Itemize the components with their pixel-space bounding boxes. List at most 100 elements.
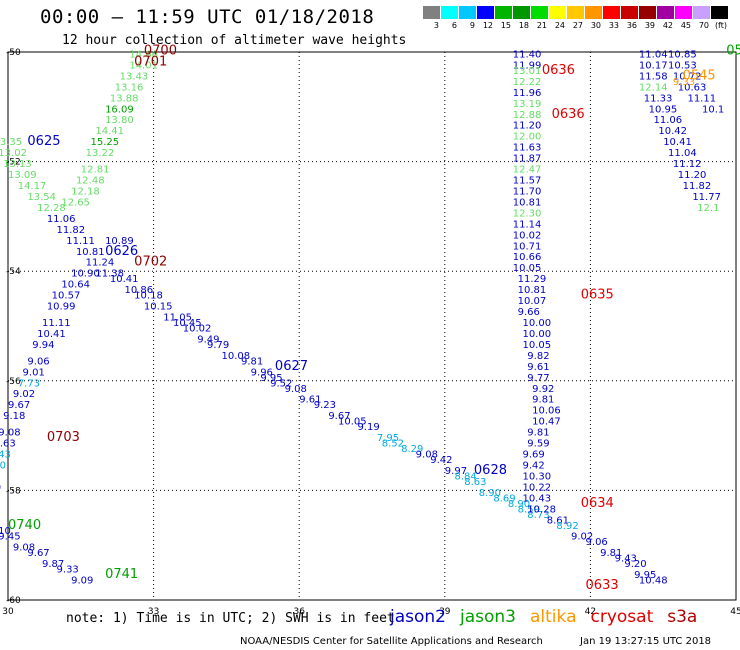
colorbar-label: 45 — [680, 21, 691, 30]
data-point-label: 9.67 — [328, 411, 350, 422]
colorbar-label: 36 — [626, 21, 637, 30]
colorbar-label: 15 — [500, 21, 511, 30]
colorbar-swatch — [495, 6, 513, 19]
data-point-label: 11.04 — [639, 49, 668, 60]
data-point-label: 8.90 — [479, 488, 501, 499]
data-point-label: 12.22 — [513, 77, 542, 88]
y-tick-label: -60 — [6, 596, 21, 606]
data-point-label: 10.05 — [522, 340, 551, 351]
data-point-label: 9.10 — [0, 482, 1, 493]
data-point-label: 10.08 — [222, 351, 251, 362]
colorbar-swatch — [693, 6, 711, 19]
legend-entry: cryosat — [590, 607, 654, 627]
colorbar-swatch — [531, 6, 549, 19]
data-point-label: 8.29 — [401, 444, 423, 455]
data-point-label: 14.66 — [129, 49, 158, 60]
colorbar-swatch — [423, 6, 441, 19]
data-point-label: 9.69 — [522, 450, 544, 461]
data-point-label: 9.97 — [445, 466, 467, 477]
data-point-label: 11.38 — [95, 269, 124, 280]
colorbar-swatch — [549, 6, 567, 19]
data-point-label: 16.09 — [105, 104, 134, 115]
data-point-label: 8.43 — [0, 450, 11, 461]
x-tick-label: 33 — [148, 607, 159, 617]
colorbar-label: 39 — [644, 21, 655, 30]
data-point-label: 7.95 — [377, 433, 399, 444]
time-annotation: 0703 — [47, 430, 80, 445]
data-point-label: 11.87 — [513, 154, 542, 165]
data-point-label: 13.22 — [86, 148, 115, 159]
legend-entry: jason3 — [460, 607, 516, 627]
legend-entry: s3a — [667, 607, 698, 627]
time-annotation: 0701 — [134, 55, 167, 70]
data-point-label: 11.24 — [86, 258, 115, 269]
data-point-label: 7.73 — [18, 378, 40, 389]
data-point-label: 11.40 — [513, 49, 542, 60]
data-point-label: 11.06 — [653, 115, 682, 126]
data-point-label: 9.42 — [522, 460, 544, 471]
time-annotation: 0741 — [105, 567, 138, 582]
data-point-label: 9.33 — [57, 565, 79, 576]
data-point-label: 15.25 — [91, 137, 120, 148]
data-point-label: 8.61 — [547, 515, 569, 526]
data-point-label: 10.64 — [61, 280, 90, 291]
data-point-label: 9.92 — [532, 384, 554, 395]
time-annotation: 0702 — [134, 255, 167, 270]
time-annotation: 0740 — [8, 518, 41, 533]
data-point-label: 13.19 — [513, 99, 542, 110]
data-point-label: 10.81 — [518, 285, 547, 296]
data-point-label: 10.85 — [668, 49, 697, 60]
data-point-label: 9.82 — [527, 351, 549, 362]
y-tick-label: -54 — [6, 267, 21, 277]
data-point-label: 9.96 — [251, 367, 273, 378]
data-point-label: 9.95 — [260, 373, 282, 384]
data-point-label: 10.99 — [47, 302, 76, 313]
data-point-label: 13.54 — [27, 192, 56, 203]
data-point-label: 12.47 — [513, 165, 542, 176]
data-point-label: 9.06 — [27, 356, 49, 367]
colorbar-label: 18 — [518, 21, 529, 30]
data-point-label: 10.47 — [532, 417, 561, 428]
data-point-label: 11.57 — [513, 176, 542, 187]
data-point-label: 9.43 — [615, 554, 637, 565]
data-point-label: 9.94 — [32, 340, 54, 351]
x-tick-label: 39 — [439, 607, 451, 617]
time-annotation: 0633 — [586, 578, 619, 593]
data-point-label: 13.13 — [3, 159, 32, 170]
data-point-label: 10.02 — [513, 230, 542, 241]
data-point-label: 8.63 — [464, 477, 486, 488]
colorbar-label: 24 — [554, 21, 565, 30]
colorbar-label: 30 — [590, 21, 601, 30]
data-point-label: 10.00 — [522, 318, 551, 329]
data-point-label: 10.42 — [658, 126, 687, 137]
time-annotation: 0636 — [542, 63, 575, 78]
data-point-label: 11.11 — [66, 236, 95, 247]
data-point-label: 13.35 — [0, 137, 22, 148]
data-point-label: 13.09 — [8, 170, 37, 181]
data-point-label: 10.48 — [639, 576, 668, 587]
data-point-label: 10.95 — [649, 104, 678, 115]
data-point-label: 8.84 — [455, 471, 477, 482]
data-point-label: 8.92 — [556, 521, 578, 532]
data-point-label: 10.07 — [518, 296, 547, 307]
y-tick-label: -56 — [6, 377, 21, 387]
data-point-label: 9.08 — [285, 384, 307, 395]
data-point-label: 11.82 — [683, 181, 712, 192]
data-point-label: 11.20 — [678, 170, 707, 181]
data-point-label: 10.89 — [105, 236, 134, 247]
data-point-label: 9.49 — [197, 334, 219, 345]
data-point-label: 8.59 — [518, 504, 540, 515]
colorbar-label: 6 — [451, 21, 457, 30]
data-point-label: 13.16 — [115, 82, 144, 93]
data-point-label: 9.81 — [600, 548, 622, 559]
data-point-label: 9.67 — [8, 400, 30, 411]
data-point-label: 10.15 — [144, 302, 173, 313]
data-point-label: 9.20 — [624, 559, 646, 570]
legend: jason2 jason3 altika cryosat s3a — [390, 607, 697, 627]
colorbar-swatch — [441, 6, 459, 19]
data-point-label: 9.02 — [13, 389, 35, 400]
colorbar-label: 70 — [698, 21, 709, 30]
data-point-label: 12.65 — [61, 197, 90, 208]
data-point-label: 7.80 — [0, 460, 6, 471]
